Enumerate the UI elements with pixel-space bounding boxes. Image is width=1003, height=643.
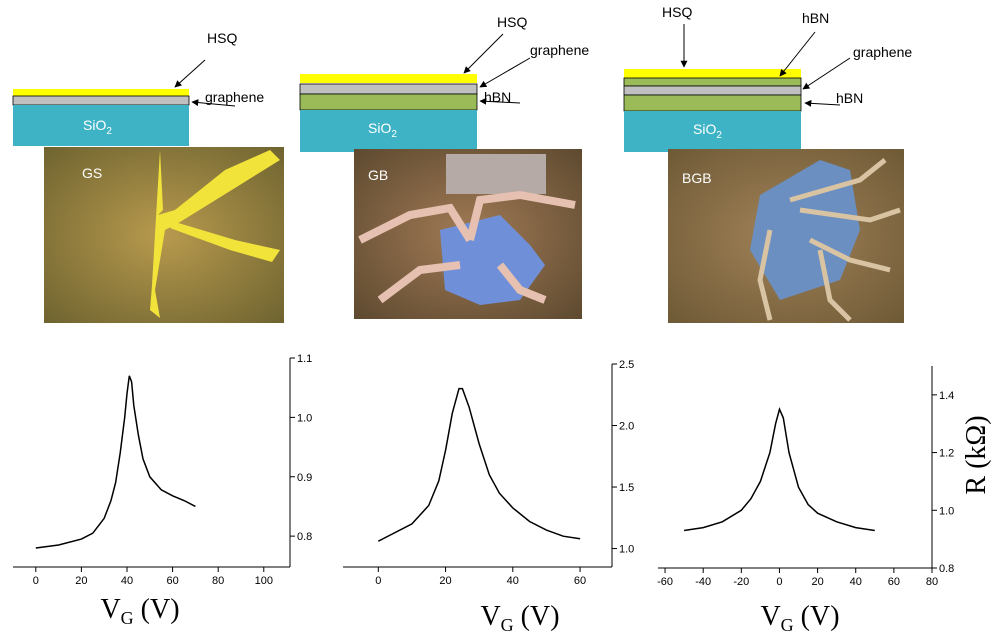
y-tick-label: 0.9 xyxy=(297,472,312,484)
x-tick-label: 0 xyxy=(375,575,381,587)
layer xyxy=(623,77,802,87)
data-line xyxy=(35,375,196,549)
data-line xyxy=(683,407,875,532)
electrode xyxy=(150,150,280,318)
sample-label: BGB xyxy=(682,170,712,186)
y-tick-label: 1.1 xyxy=(297,353,312,365)
layer xyxy=(624,111,801,152)
y-axis-label: R (kΩ) xyxy=(961,415,992,494)
layer-label: hBN xyxy=(484,89,511,105)
layer xyxy=(624,69,801,78)
x-tick-label: 40 xyxy=(121,575,133,587)
layer xyxy=(623,94,802,112)
x-axis-label: VG (V) xyxy=(480,601,559,635)
stack-diagram: SiO2 HSQ graphene hBN xyxy=(299,14,589,152)
data-line xyxy=(377,387,581,542)
micrograph: GS xyxy=(44,147,284,323)
x-axis-label-part: (V) xyxy=(514,601,560,632)
y-tick-label: 1.0 xyxy=(619,544,634,556)
electrode xyxy=(757,158,901,322)
y-tick-label: 2.5 xyxy=(619,359,634,371)
arrow xyxy=(174,59,206,88)
y-tick-label: 1.0 xyxy=(939,505,954,517)
x-tick-label: 40 xyxy=(850,576,862,588)
layer xyxy=(12,95,190,106)
x-axis-label-sub: G xyxy=(121,608,134,628)
x-tick-label: 0 xyxy=(776,576,782,588)
x-tick-label: -60 xyxy=(657,576,673,588)
sample-label: GB xyxy=(368,167,388,183)
y-tick-label: 2.0 xyxy=(619,421,634,433)
arrow xyxy=(804,99,841,107)
layer-label: hBN xyxy=(802,10,829,26)
x-axis-label-sub: G xyxy=(501,615,514,635)
flake xyxy=(446,154,546,194)
substrate-label: SiO2 xyxy=(83,117,112,137)
layer xyxy=(623,85,802,96)
electrode xyxy=(358,190,576,304)
x-tick-label: -40 xyxy=(695,576,711,588)
layer-label: graphene xyxy=(530,42,589,58)
layer-label: graphene xyxy=(205,89,264,105)
layer-label: graphene xyxy=(853,44,912,60)
arrow xyxy=(191,99,236,107)
stack-diagram: SiO2 HSQ graphene xyxy=(12,30,264,146)
layer-label: HSQ xyxy=(207,30,237,46)
x-tick-label: -20 xyxy=(733,576,749,588)
stack-diagram: SiO2 HSQ hBN graphene hBN xyxy=(623,4,912,152)
layer xyxy=(300,110,477,152)
layer xyxy=(300,74,477,83)
x-axis-label-part: V xyxy=(480,601,500,632)
x-axis-label-part: V xyxy=(760,601,780,632)
y-tick-label: 1.2 xyxy=(939,448,954,460)
x-tick-label: 60 xyxy=(574,575,586,587)
x-axis-label-sub: G xyxy=(781,615,794,635)
substrate-label: SiO2 xyxy=(368,120,397,140)
micrograph: GB xyxy=(354,149,582,319)
layer xyxy=(13,89,189,96)
micrograph: BGB xyxy=(668,149,904,323)
x-tick-label: 40 xyxy=(507,575,519,587)
x-axis-label-part: (V) xyxy=(794,601,840,632)
x-tick-label: 0 xyxy=(33,575,39,587)
layer xyxy=(299,83,478,95)
electrode xyxy=(170,222,280,262)
x-tick-label: 20 xyxy=(439,575,451,587)
layer-label: hBN xyxy=(836,90,863,106)
x-axis-label-part: V xyxy=(100,594,120,625)
layer-label: HSQ xyxy=(497,14,527,30)
x-tick-label: 20 xyxy=(811,576,823,588)
flake xyxy=(750,160,860,300)
y-tick-label: 1.5 xyxy=(619,482,634,494)
layer-label: HSQ xyxy=(662,4,692,20)
arrow xyxy=(479,57,531,88)
layer xyxy=(299,93,478,111)
sample-label: GS xyxy=(82,165,102,181)
arrow xyxy=(479,97,521,105)
y-tick-label: 0.8 xyxy=(939,563,954,575)
y-tick-label: 1.0 xyxy=(297,412,312,424)
x-axis-label: VG (V) xyxy=(100,594,179,628)
arrow xyxy=(802,57,851,90)
x-axis-label: VG (V) xyxy=(760,601,839,635)
y-tick-label: 1.4 xyxy=(939,390,954,402)
arrow xyxy=(779,31,816,77)
arrow xyxy=(463,33,504,74)
x-tick-label: 80 xyxy=(926,576,938,588)
x-tick-label: 60 xyxy=(888,576,900,588)
x-axis-label-part: (V) xyxy=(134,594,180,625)
substrate-label: SiO2 xyxy=(693,121,722,141)
x-tick-label: 100 xyxy=(255,575,273,587)
x-tick-label: 20 xyxy=(75,575,87,587)
x-tick-label: 60 xyxy=(166,575,178,587)
x-tick-label: 80 xyxy=(212,575,224,587)
y-tick-label: 0.8 xyxy=(297,531,312,543)
layer xyxy=(13,105,189,146)
